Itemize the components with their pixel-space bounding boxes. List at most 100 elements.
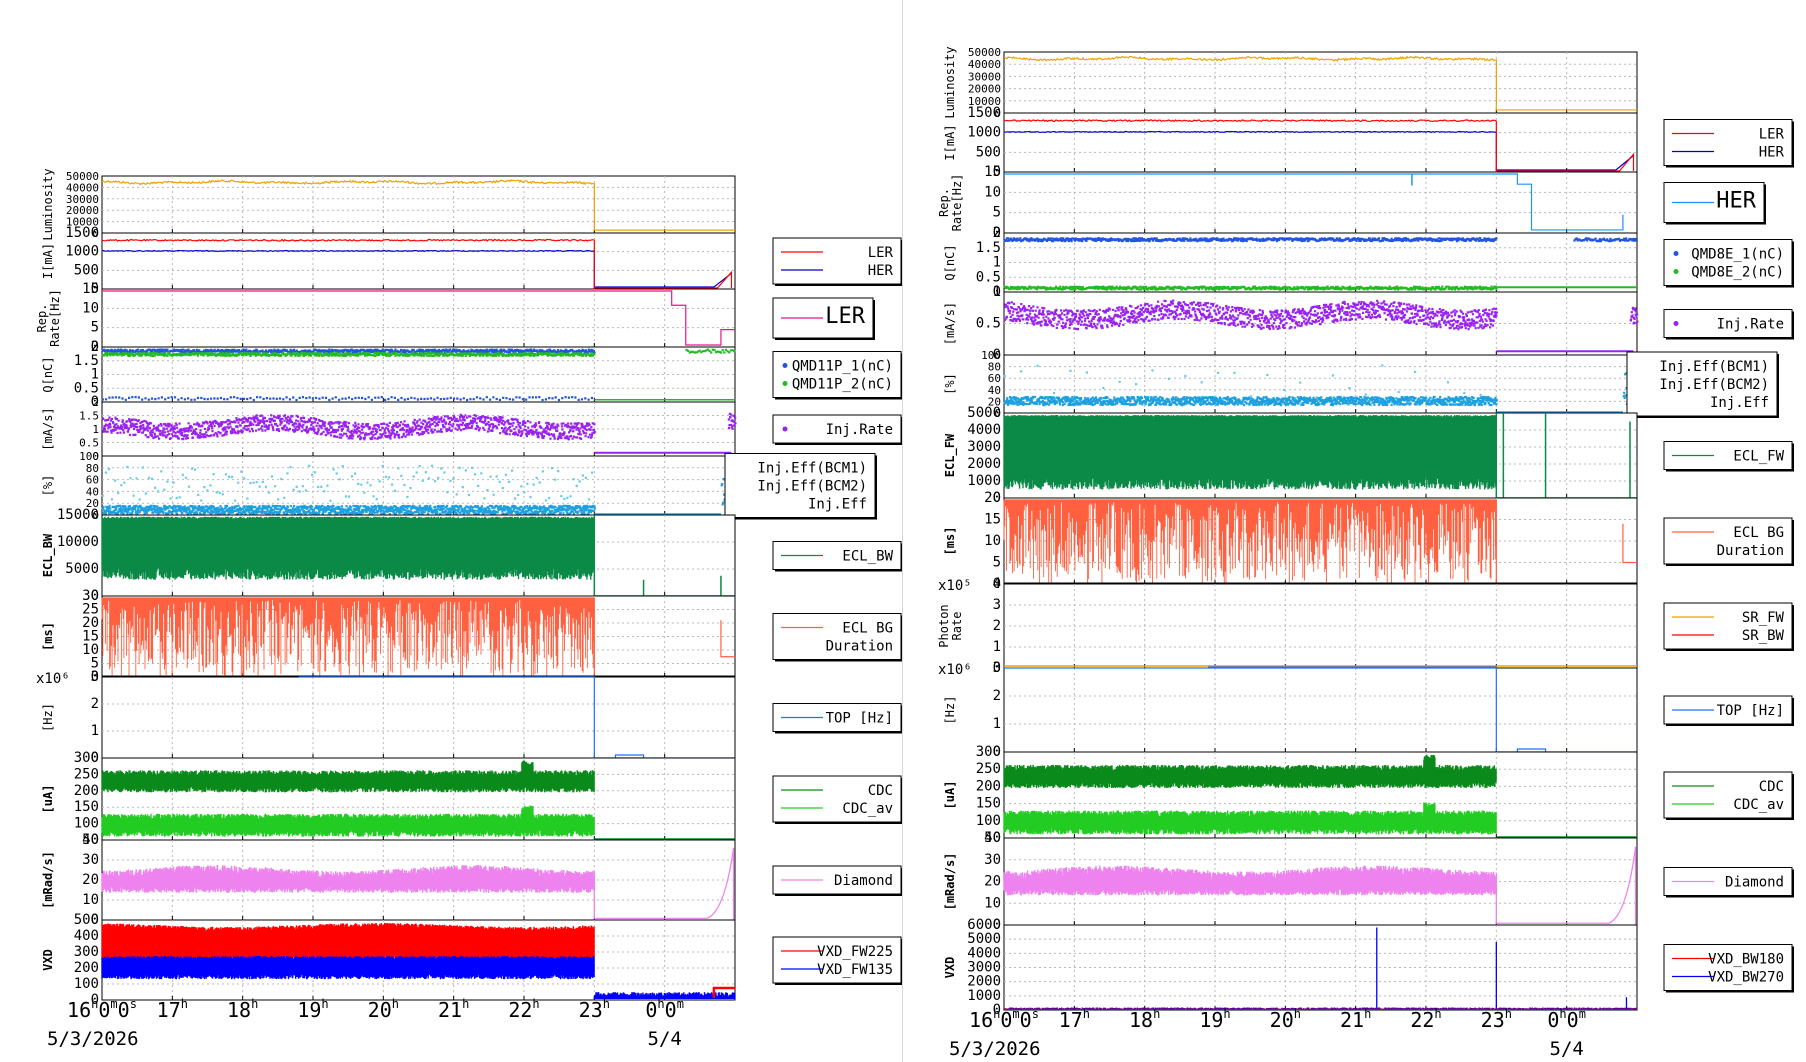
y-tick-label: 0.5	[976, 269, 1001, 285]
y-tick-label: 6000	[967, 917, 1001, 933]
y-tick-label: 10	[82, 300, 99, 316]
y-axis-label: [mA/s]	[943, 302, 957, 345]
y-tick-label: 15	[984, 512, 1001, 528]
series-diamond	[101, 865, 595, 893]
x-tick-label: 16h0m0s	[969, 1007, 1039, 1032]
y-axis-label: Rep.	[937, 188, 951, 217]
y-tick-label: 20000	[968, 83, 1001, 96]
series-diamond	[1003, 865, 1497, 896]
y-tick-label: 3000	[967, 439, 1001, 455]
y-axis-label: Photon	[937, 604, 951, 647]
series-eff-bcm2	[1003, 364, 1482, 400]
series-inj-rate-end	[1629, 306, 1639, 325]
plot-frame-rep	[101, 288, 736, 348]
legend-label: QMD8E_1(nC)	[1691, 247, 1784, 263]
y-tick-label: 100	[79, 450, 99, 463]
y-tick-label: 10000	[66, 216, 99, 229]
plot-frame-eff	[1003, 354, 1638, 414]
y-axis-label: ECL_FW	[943, 433, 958, 477]
y-tick-label: 300	[976, 744, 1001, 760]
x-tick-label: 0h0m	[645, 997, 684, 1022]
y-tick-label: 50	[82, 832, 99, 848]
y-tick-label: 1.5	[74, 353, 99, 369]
series-inj-rate	[1003, 299, 1498, 331]
panel-divider	[902, 0, 903, 1062]
legend-box	[1663, 517, 1793, 565]
legend-dot	[782, 426, 788, 432]
y-tick-label: 30	[82, 852, 99, 868]
y-tick-label: 30	[82, 588, 99, 604]
y-axis-label: [%]	[41, 475, 55, 497]
plot-frame-lum	[101, 175, 736, 234]
legend-box	[772, 613, 902, 660]
y-tick-label: 0	[91, 339, 99, 355]
date-label-right: 5/4	[1550, 1038, 1584, 1060]
y-tick-label: 1	[993, 639, 1001, 655]
y-tick-label: 5000	[967, 931, 1001, 947]
y-tick-label: 40	[984, 830, 1001, 846]
y-tick-label: 0	[993, 225, 1001, 241]
series-ler	[101, 238, 595, 242]
series-inj-rate-end	[727, 412, 737, 430]
y-tick-label: 100	[74, 976, 99, 992]
y-tick-label: 5	[91, 320, 99, 336]
panel-ecl: 15000 10000 5000 0 ECL_BW ECL_BW	[41, 507, 902, 604]
y-tick-label: 2	[993, 618, 1001, 634]
series-ecl-bg-top	[1004, 499, 1497, 584]
y-tick-label: 2000	[967, 456, 1001, 472]
y-tick-label: 1	[91, 723, 99, 739]
legend-box	[772, 237, 902, 285]
y-axis-label: [%]	[943, 373, 957, 395]
date-label-left: 5/3/2026	[47, 1028, 139, 1050]
panel-eff: 100806040200[%]Inj.Eff(BCM1)Inj.Eff(BCM2…	[41, 450, 877, 522]
x-tick-label: 0h0m	[1547, 1007, 1586, 1032]
y-tick-label: 10000	[968, 95, 1001, 108]
series-diamond-after	[593, 847, 735, 920]
y-tick-label: 250	[74, 766, 99, 782]
legend-label: HER	[1716, 189, 1756, 214]
y-tick-label: 0	[993, 660, 1001, 676]
y-tick-label: 2	[92, 396, 99, 409]
legend-label: ECL BG	[1733, 525, 1784, 541]
y-tick-label: 100	[981, 349, 1001, 362]
legend-box	[724, 453, 876, 518]
y-multiplier: x10⁵	[938, 578, 972, 594]
legend-label: ECL BG	[842, 621, 893, 637]
y-tick-label: 0	[91, 669, 99, 685]
series-luminosity-after	[593, 182, 735, 231]
y-tick-label: 10	[82, 642, 99, 658]
y-tick-label: 15	[82, 629, 99, 645]
y-tick-label: 5000	[65, 561, 99, 577]
y-tick-label: 20	[82, 615, 99, 631]
y-tick-label: 0	[994, 407, 1001, 420]
x-tick-label: 16h0m0s	[67, 997, 137, 1022]
y-tick-label: 3	[993, 597, 1001, 613]
y-axis-label: Rate[Hz]	[48, 289, 62, 347]
legend-label: QMD11P_2(nC)	[792, 377, 893, 393]
y-tick-label: 0	[91, 992, 99, 1008]
y-tick-label: 30	[984, 852, 1001, 868]
x-tick-label: 21h	[1340, 1007, 1371, 1032]
legend-box	[772, 414, 902, 444]
series-diamond-after	[1495, 846, 1637, 925]
y-tick-label: 1	[993, 716, 1001, 732]
series-inj-rate	[101, 413, 596, 441]
legend-dot	[1673, 321, 1679, 326]
legend-label: LER	[868, 245, 894, 261]
legend-label: Inj.Rate	[1717, 317, 1784, 333]
legend-label: LER	[825, 304, 865, 329]
y-tick-label: 15	[82, 281, 99, 297]
y-tick-label: 0	[91, 281, 99, 297]
legend-label: HER	[868, 263, 894, 279]
series-cdc	[101, 760, 595, 793]
panel-cur: 1500 1000 500 0 I[mA] LER HER	[943, 105, 1794, 180]
y-tick-label: 2	[91, 696, 99, 712]
y-tick-label: 2000	[967, 974, 1001, 990]
series-luminosity	[101, 179, 594, 186]
y-axis-label: [mRad/s]	[41, 851, 55, 909]
y-axis-label: [uA]	[943, 781, 957, 810]
legend-label: Inj.Eff	[808, 497, 867, 513]
